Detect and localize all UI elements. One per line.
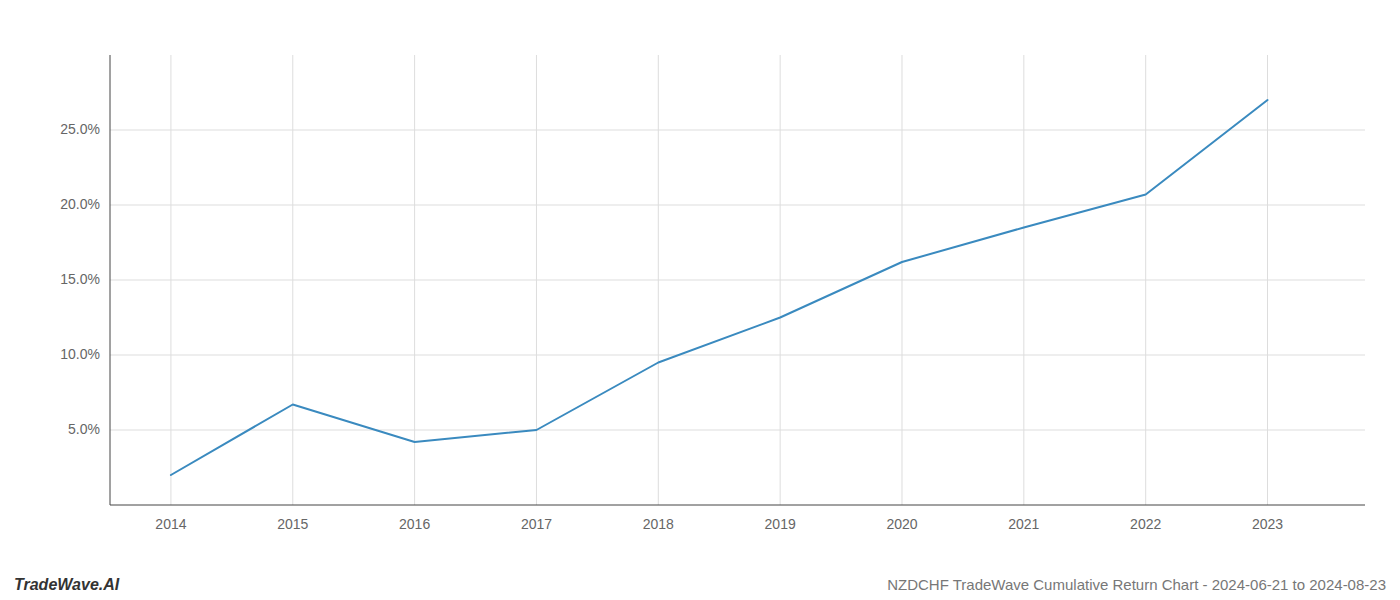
x-tick-label: 2021 xyxy=(1008,516,1039,532)
x-grid-line xyxy=(536,55,537,505)
y-tick-label: 5.0% xyxy=(68,421,100,437)
x-tick-label: 2022 xyxy=(1130,516,1161,532)
x-tick-label: 2017 xyxy=(521,516,552,532)
x-grid-line xyxy=(414,55,415,505)
chart: 5.0% 10.0% 15.0% 20.0% 25.0% 2014 2015 2016 2017… xyxy=(0,0,1400,600)
y-grid-line xyxy=(110,205,1365,206)
x-grid-line xyxy=(1267,55,1268,505)
title: NZDCHF TradeWave Cumulative Return Chart… xyxy=(887,576,1386,593)
y-tick-label: 15.0% xyxy=(60,271,100,287)
grid xyxy=(110,55,1365,505)
x-tick-label: 2019 xyxy=(765,516,796,532)
x-tick-label: 2014 xyxy=(155,516,186,532)
series-group xyxy=(171,100,1268,475)
x-tick-label: 2015 xyxy=(277,516,308,532)
y-tick-label: 25.0% xyxy=(60,121,100,137)
y-tick-label: 20.0% xyxy=(60,196,100,212)
x-tick-label: 2018 xyxy=(643,516,674,532)
line xyxy=(171,100,1268,475)
x-tick-label: 2020 xyxy=(886,516,917,532)
x-axis-line xyxy=(110,505,1365,506)
x-grid-line xyxy=(1023,55,1024,505)
watermark: TradeWave.AI xyxy=(14,576,120,593)
x-grid-line xyxy=(292,55,293,505)
x-tick-label: 2023 xyxy=(1252,516,1283,532)
x-grid-line xyxy=(780,55,781,505)
y-grid-line xyxy=(110,130,1365,131)
x-grid-line xyxy=(1145,55,1146,505)
y-tick-label: 10.0% xyxy=(60,346,100,362)
x-tick-label: 2016 xyxy=(399,516,430,532)
y-grid-line xyxy=(110,280,1365,281)
x-grid-line xyxy=(658,55,659,505)
x-grid-line xyxy=(901,55,902,505)
y-grid-line xyxy=(110,355,1365,356)
y-axis-line xyxy=(110,55,111,505)
x-grid-line xyxy=(170,55,171,505)
axes: 5.0% 10.0% 15.0% 20.0% 25.0% 2014 2015 2016 2017… xyxy=(60,55,1365,532)
y-grid-line xyxy=(110,430,1365,431)
